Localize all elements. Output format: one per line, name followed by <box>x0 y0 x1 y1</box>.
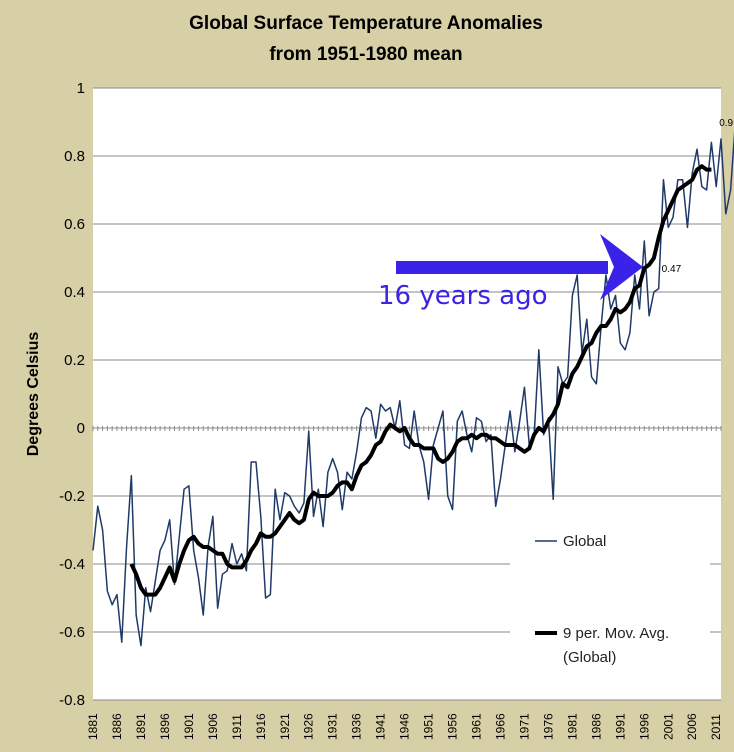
y-tick-label: 0.6 <box>64 216 85 233</box>
x-tick-label: 1956 <box>446 713 460 740</box>
x-tick-label: 1996 <box>637 713 651 740</box>
x-tick-label: 1891 <box>134 713 148 740</box>
data-labels: 0.9 0.47 <box>662 118 734 275</box>
x-tick-label: 1906 <box>206 713 220 740</box>
x-tick-label: 1886 <box>110 713 124 740</box>
x-tick-label: 1976 <box>541 713 555 740</box>
legend-label-global: Global <box>563 533 606 550</box>
series-line-moving-average <box>129 164 712 597</box>
y-tick-label: -0.4 <box>59 556 85 573</box>
annotation-arrow <box>396 234 643 300</box>
x-tick-label: 1896 <box>158 713 172 740</box>
x-tick-label: 1936 <box>350 713 364 740</box>
legend-background <box>510 520 710 680</box>
x-tick-label: 1941 <box>374 713 388 740</box>
x-tick-label: 2011 <box>709 714 723 740</box>
x-tick-label: 2006 <box>685 713 699 740</box>
x-tick-label: 1931 <box>326 713 340 740</box>
y-tick-label: 0 <box>77 420 85 437</box>
x-tick-label: 1991 <box>613 713 627 740</box>
y-tick-label: 1 <box>77 80 85 97</box>
data-label: 0.9 <box>719 118 733 129</box>
arrow-head <box>600 234 643 300</box>
arrow-shaft <box>396 261 608 274</box>
legend-label-moving-average-line2: (Global) <box>563 649 616 666</box>
y-tick-label: -0.6 <box>59 624 85 641</box>
y-tick-label: -0.2 <box>59 488 85 505</box>
x-tick-label: 1981 <box>565 713 579 740</box>
x-tick-label: 1901 <box>182 713 196 740</box>
x-tick-label: 1971 <box>517 713 531 740</box>
x-tick-label: 1951 <box>422 713 436 740</box>
chart-title-line1: Global Surface Temperature Anomalies <box>189 13 543 34</box>
x-tick-label: 1966 <box>493 713 507 740</box>
data-label: 0.47 <box>662 264 682 275</box>
annotation-text: 16 years ago <box>378 281 548 311</box>
y-tick-label: 0.4 <box>64 284 85 301</box>
legend-label-moving-average: 9 per. Mov. Avg. <box>563 625 669 642</box>
legend: Global 9 per. Mov. Avg. (Global) <box>535 533 669 666</box>
chart-title-line2: from 1951-1980 mean <box>269 44 462 65</box>
x-tick-label: 1921 <box>278 713 292 740</box>
y-tick-label: 0.8 <box>64 148 85 165</box>
x-tick-labels: 1881 1886 1891 1896 1901 1906 1911 1916 1921 1926… <box>86 713 723 740</box>
x-tick-label: 1926 <box>302 713 316 740</box>
y-axis-label: Degrees Celsius <box>25 332 42 457</box>
x-tick-label: 1986 <box>589 713 603 740</box>
y-tick-label: -0.8 <box>59 692 85 709</box>
y-tick-labels: 1 0.8 0.6 0.4 0.2 0 -0.2 -0.4 -0.6 -0.8 <box>59 80 85 709</box>
y-tick-label: 0.2 <box>64 352 85 369</box>
x-tick-label: 1946 <box>398 713 412 740</box>
zero-axis <box>92 426 722 431</box>
x-tick-label: 1911 <box>230 714 244 740</box>
x-tick-label: 1961 <box>470 713 484 740</box>
x-tick-label: 2001 <box>661 713 675 740</box>
x-tick-label: 1916 <box>254 713 268 740</box>
x-tick-label: 1881 <box>86 713 100 740</box>
